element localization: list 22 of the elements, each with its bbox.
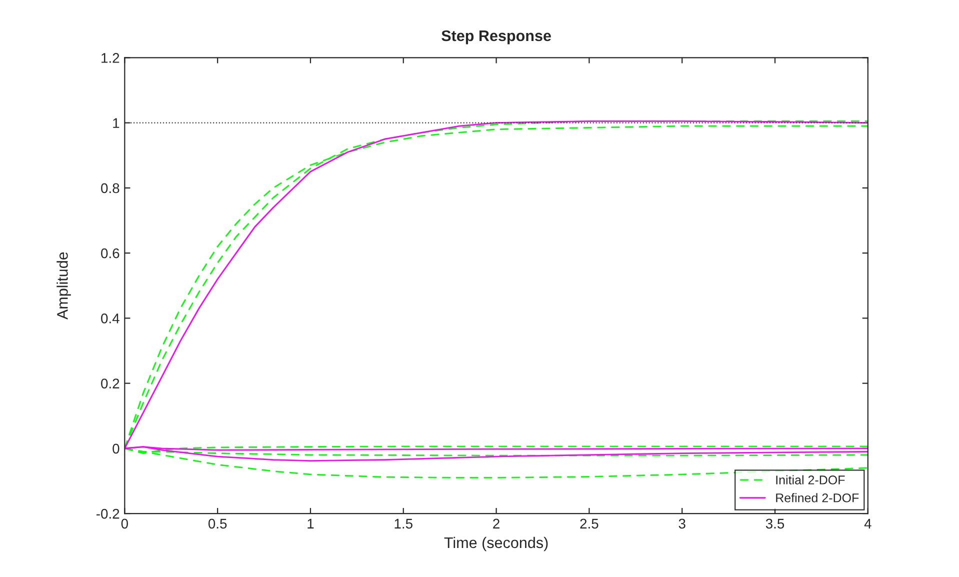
y-tick-label: -0.2 — [96, 508, 120, 519]
y-tick-label: 0.8 — [101, 183, 120, 194]
x-tick-label: 1 — [308, 518, 314, 528]
x-tick-label: 2 — [493, 518, 500, 528]
y-tick-label: 1 — [113, 118, 120, 128]
y-tick-label: 1.2 — [102, 53, 120, 63]
y-tick-label: 0 — [112, 444, 120, 454]
x-tick-label: 3.5 — [766, 518, 784, 529]
x-axis-title: Time (seconds) — [444, 536, 548, 552]
x-tick-label: 2.5 — [580, 518, 598, 529]
legend-label: Refined 2-DOF — [776, 493, 859, 502]
x-tick-label: 0 — [121, 518, 128, 529]
x-tick-label: 1.5 — [394, 518, 412, 529]
chart-title: Step Response — [442, 30, 551, 44]
legend-label: Initial 2-DOF — [776, 475, 845, 484]
y-axis-title: Amplitude — [56, 252, 71, 320]
y-tick-label: 0.2 — [101, 378, 120, 388]
x-tick-label: 0.5 — [208, 518, 227, 529]
y-tick-label: 0.4 — [101, 314, 120, 324]
x-tick-label: 3 — [678, 518, 686, 529]
x-tick-label: 4 — [864, 518, 872, 528]
y-tick-label: 0.6 — [101, 248, 120, 258]
